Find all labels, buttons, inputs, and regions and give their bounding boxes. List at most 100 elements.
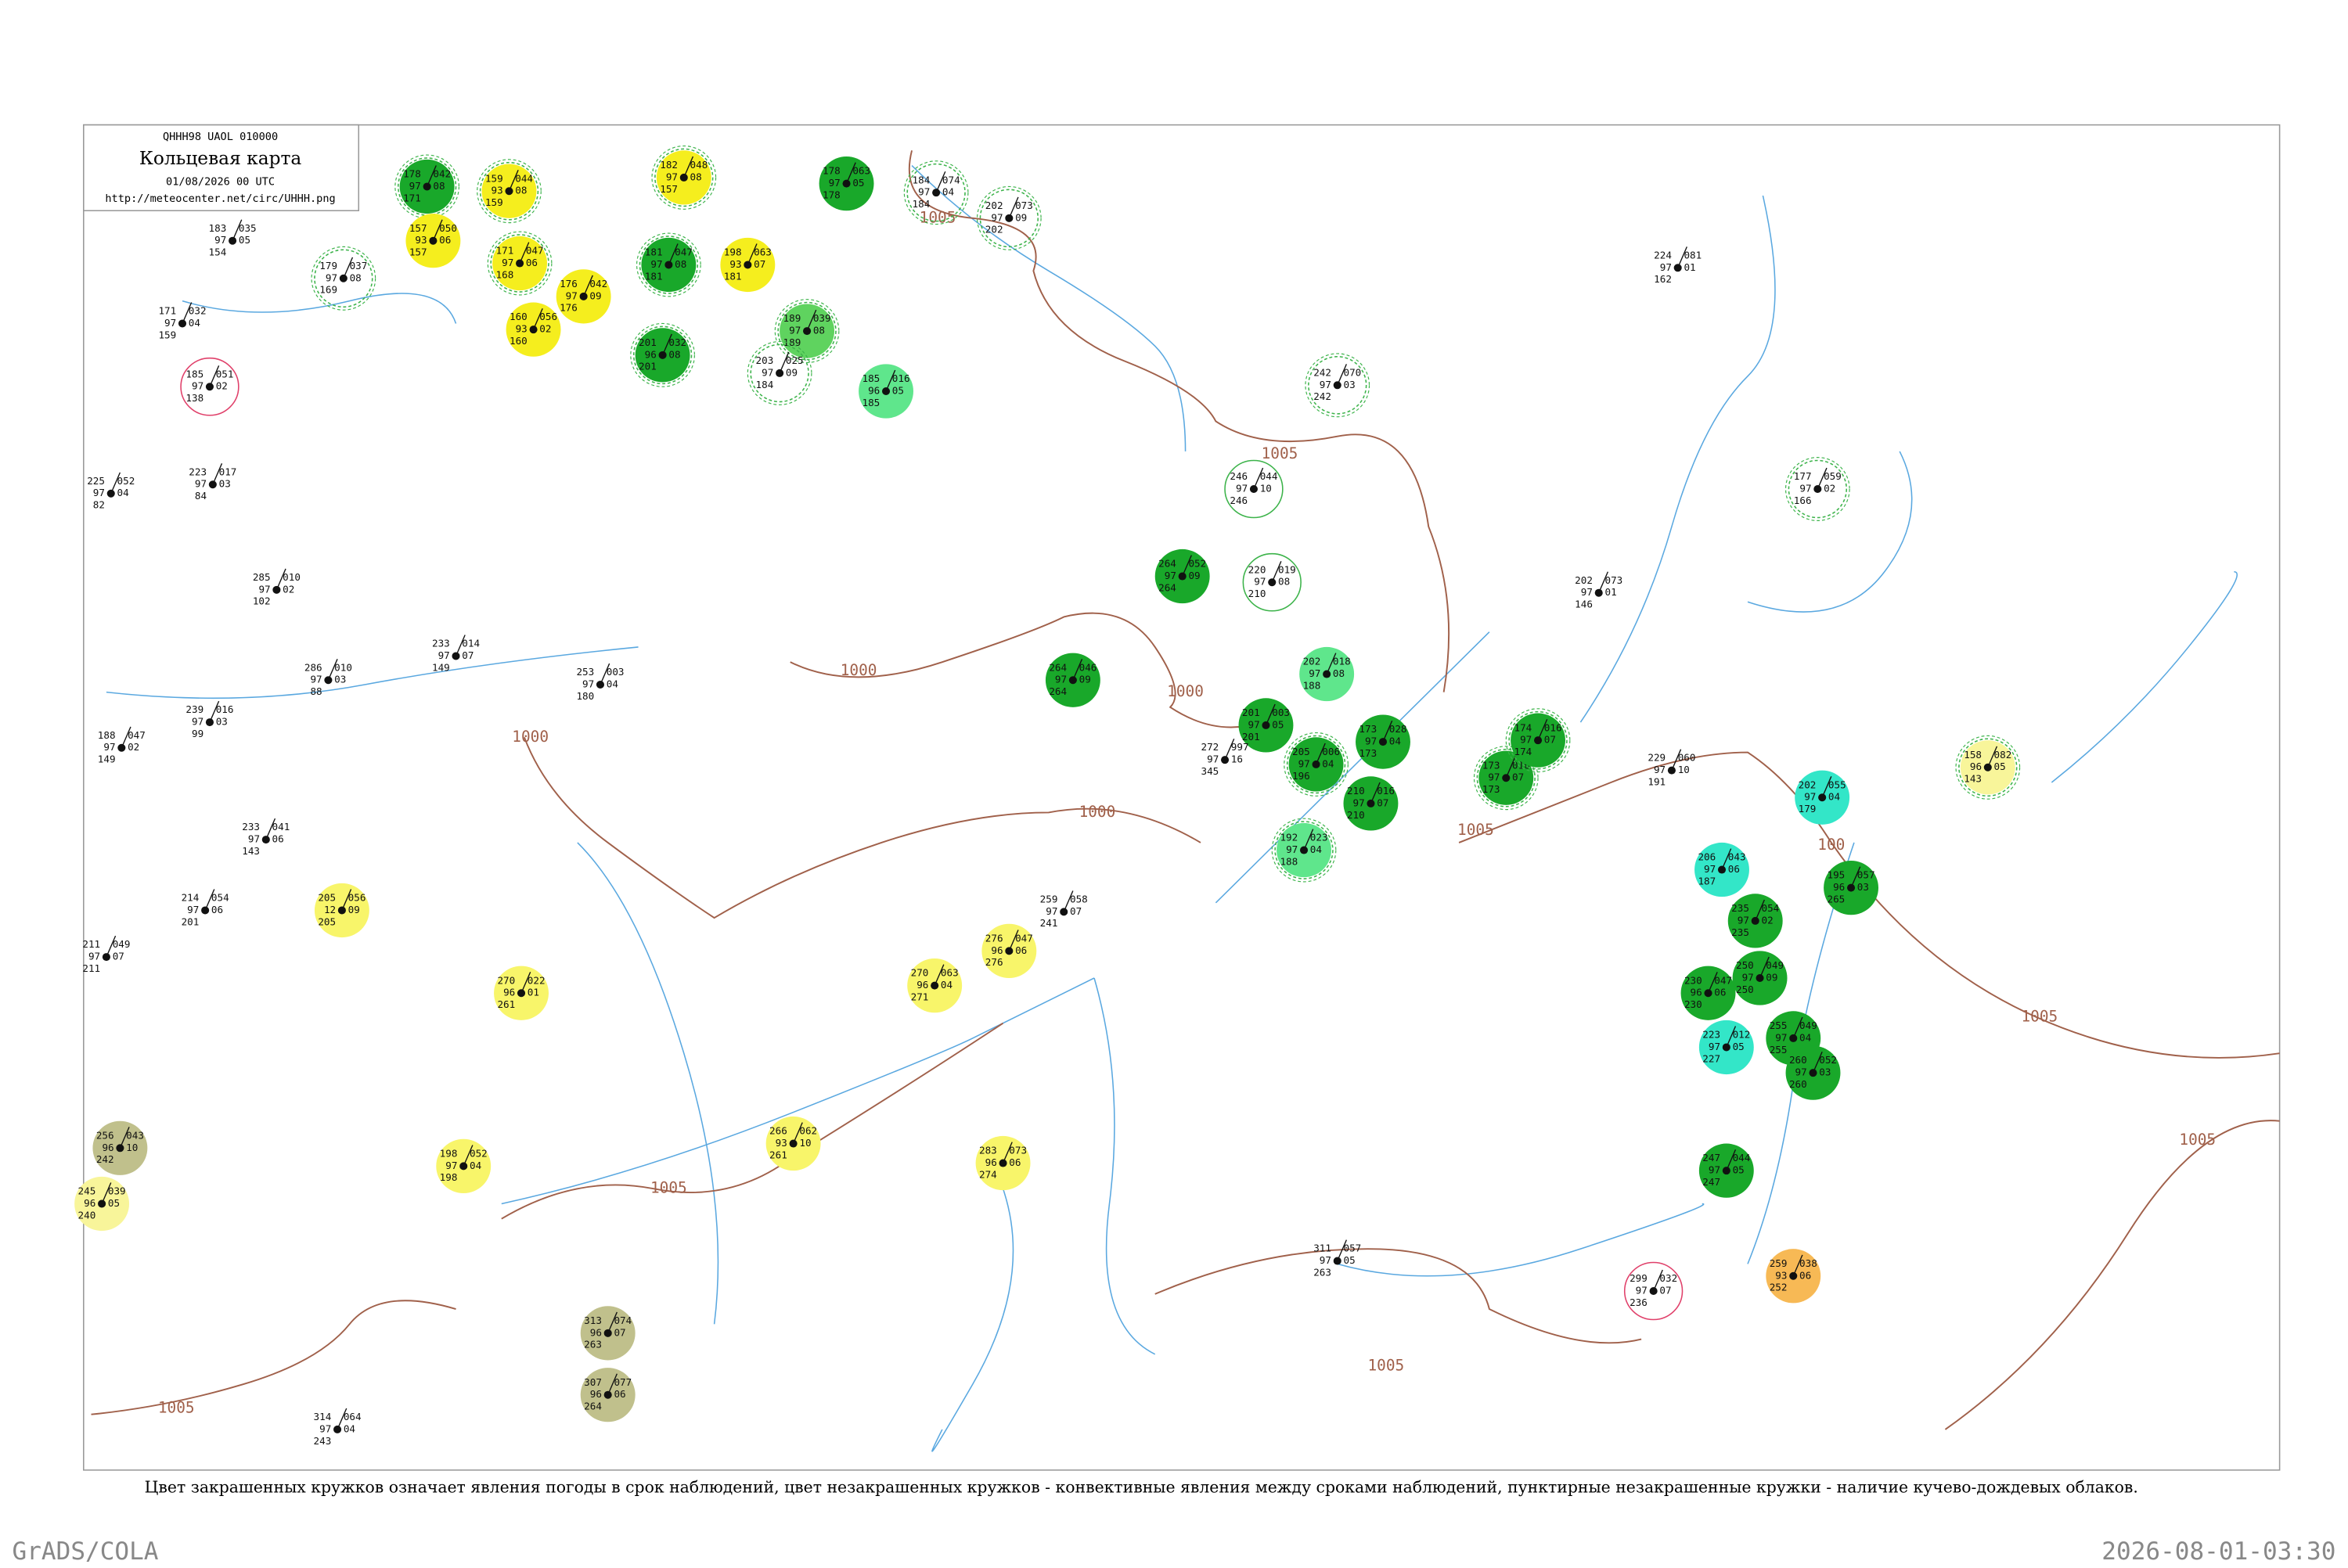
station-value: 09 [589, 290, 601, 301]
wind-barb [1253, 467, 1264, 490]
station-value: 82 [93, 499, 105, 511]
station-value: 028 [1389, 723, 1407, 735]
station-value: 03 [216, 716, 228, 728]
station-value: 97 [1799, 483, 1811, 494]
station-value: 230 [1684, 998, 1702, 1010]
wind-barb [1721, 848, 1732, 870]
header-url: http://meteocenter.net/circ/UHHH.png [105, 192, 335, 205]
station-value: 97 [1165, 570, 1176, 581]
station-value: 250 [1736, 959, 1754, 971]
station-value: 173 [1359, 723, 1377, 735]
wind-barb [1652, 1269, 1663, 1292]
station-value: 102 [253, 595, 271, 607]
station-value: 93 [776, 1137, 787, 1149]
station-dot [529, 325, 538, 334]
station-value: 060 [1678, 752, 1696, 764]
station-ring [1305, 353, 1370, 418]
station-value: 240 [78, 1209, 96, 1221]
station-value: 017 [219, 466, 237, 477]
station-dot [596, 681, 605, 689]
station-dot [679, 173, 688, 182]
station-value: 266 [769, 1125, 787, 1137]
station-value: 97 [103, 741, 115, 753]
station-value: 077 [614, 1376, 632, 1388]
station-value: 286 [304, 661, 322, 673]
isobar-labels: 1005100510001000100010001005100510051005… [158, 208, 2216, 1416]
station-value: 97 [1738, 914, 1749, 926]
station-value: 05 [1272, 718, 1284, 730]
station-value: 192 [1280, 832, 1298, 843]
station-ring [1623, 1261, 1684, 1321]
station-ring [1286, 735, 1346, 794]
station-value: 233 [432, 638, 450, 649]
station-value: 97 [1320, 379, 1331, 390]
station-dot [98, 1199, 106, 1208]
station-value: 010 [283, 571, 301, 583]
station-value: 97 [1775, 1031, 1787, 1043]
station-value: 97 [789, 325, 801, 336]
station-value: 022 [528, 974, 546, 986]
station-value: 345 [1201, 765, 1219, 777]
station-value: 246 [1230, 470, 1248, 482]
station-value: 97 [88, 951, 100, 962]
station-value: 180 [576, 690, 594, 702]
wind-barb [1265, 703, 1276, 726]
station-value: 264 [1158, 558, 1176, 570]
station-value: 157 [409, 246, 427, 258]
station-value: 166 [1794, 494, 1812, 506]
station-value: 055 [1828, 779, 1846, 790]
station-value: 09 [1079, 674, 1091, 685]
station-value: 96 [985, 1156, 997, 1168]
station-dot [337, 906, 346, 915]
station-value: 198 [724, 246, 742, 258]
station-value: 96 [645, 348, 657, 360]
station-value: 220 [1248, 563, 1266, 575]
station-value: 06 [439, 234, 451, 246]
station-value: 042 [589, 278, 607, 290]
station-value: 242 [1313, 390, 1331, 402]
station-value: 97 [918, 186, 930, 198]
station-value: 06 [1799, 1269, 1811, 1281]
station-value: 97 [1320, 1254, 1331, 1266]
station-value: 274 [979, 1168, 997, 1180]
station-value: 054 [1761, 902, 1779, 914]
header-date: 01/08/2026 00 UTC [166, 176, 275, 189]
station-value: 143 [1964, 773, 1982, 785]
station-value: 01 [528, 987, 539, 998]
station-value: 05 [1344, 1254, 1356, 1266]
station-value: 08 [668, 348, 680, 360]
station-value: 018 [1333, 656, 1351, 667]
station-value: 185 [862, 372, 880, 384]
station-value: 058 [1070, 894, 1088, 905]
station-value: 214 [182, 892, 200, 904]
station-value: 042 [433, 168, 451, 180]
station-value: 201 [639, 361, 657, 372]
wind-barb [106, 935, 117, 958]
station-ring [1224, 459, 1284, 519]
wind-barb [337, 1408, 348, 1430]
station-value: 07 [1070, 905, 1082, 917]
station-value: 201 [1242, 707, 1260, 718]
station-value: 159 [158, 329, 176, 340]
wind-barb [327, 659, 338, 681]
station-value: 049 [113, 938, 131, 950]
footer-left: GrADS/COLA [13, 1537, 159, 1565]
isobar-label: 1000 [512, 728, 549, 746]
wind-barb [1063, 890, 1074, 912]
station-value: 157 [409, 222, 427, 234]
station-value: 16 [1231, 753, 1243, 765]
isobar-label: 1005 [920, 208, 956, 226]
station-value: 311 [1313, 1243, 1331, 1254]
